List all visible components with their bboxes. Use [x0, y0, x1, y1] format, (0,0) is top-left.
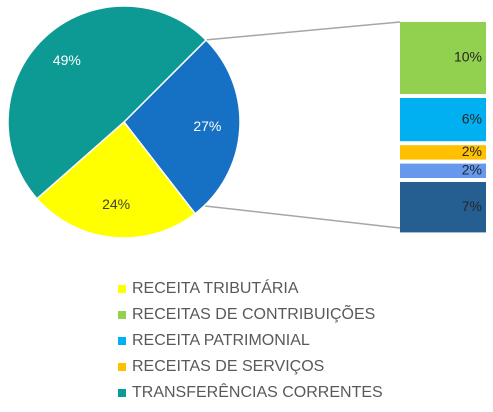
bar-segment: [400, 98, 486, 142]
legend-swatch: [118, 363, 126, 371]
bar-segment: [400, 182, 486, 233]
connector-line: [204, 205, 401, 229]
slice-label: 49%: [53, 52, 81, 68]
pie-slice: [123, 38, 241, 215]
bar-label: 10%: [454, 49, 482, 65]
pie-slice: [35, 120, 197, 239]
legend-swatch: [118, 285, 126, 293]
slice-label: 27%: [193, 118, 221, 134]
legend-label: RECEITAS DE SERVIÇOS: [132, 358, 324, 375]
legend-swatch: [118, 311, 126, 319]
legend-label: TRANSFERÊNCIAS CORRENTES: [132, 382, 383, 401]
bar-label: 7%: [462, 198, 482, 214]
legend-swatch: [118, 337, 126, 345]
pie-slice: [7, 5, 208, 200]
bar-label: 2%: [462, 162, 482, 178]
legend-label: RECEITAS DE CONTRIBUIÇÕES: [132, 303, 375, 323]
legend-swatch: [118, 389, 126, 397]
legend-label: RECEITA TRIBUTÁRIA: [132, 278, 299, 297]
slice-label: 24%: [102, 196, 130, 212]
bar-segment: [400, 22, 486, 94]
bar-segment: [400, 163, 486, 178]
bar-label: 2%: [462, 143, 482, 159]
bar-label: 6%: [462, 110, 482, 126]
legend-label: RECEITA PATRIMONIAL: [132, 332, 310, 349]
bar-segment: [400, 145, 486, 160]
connector-line: [204, 21, 401, 41]
